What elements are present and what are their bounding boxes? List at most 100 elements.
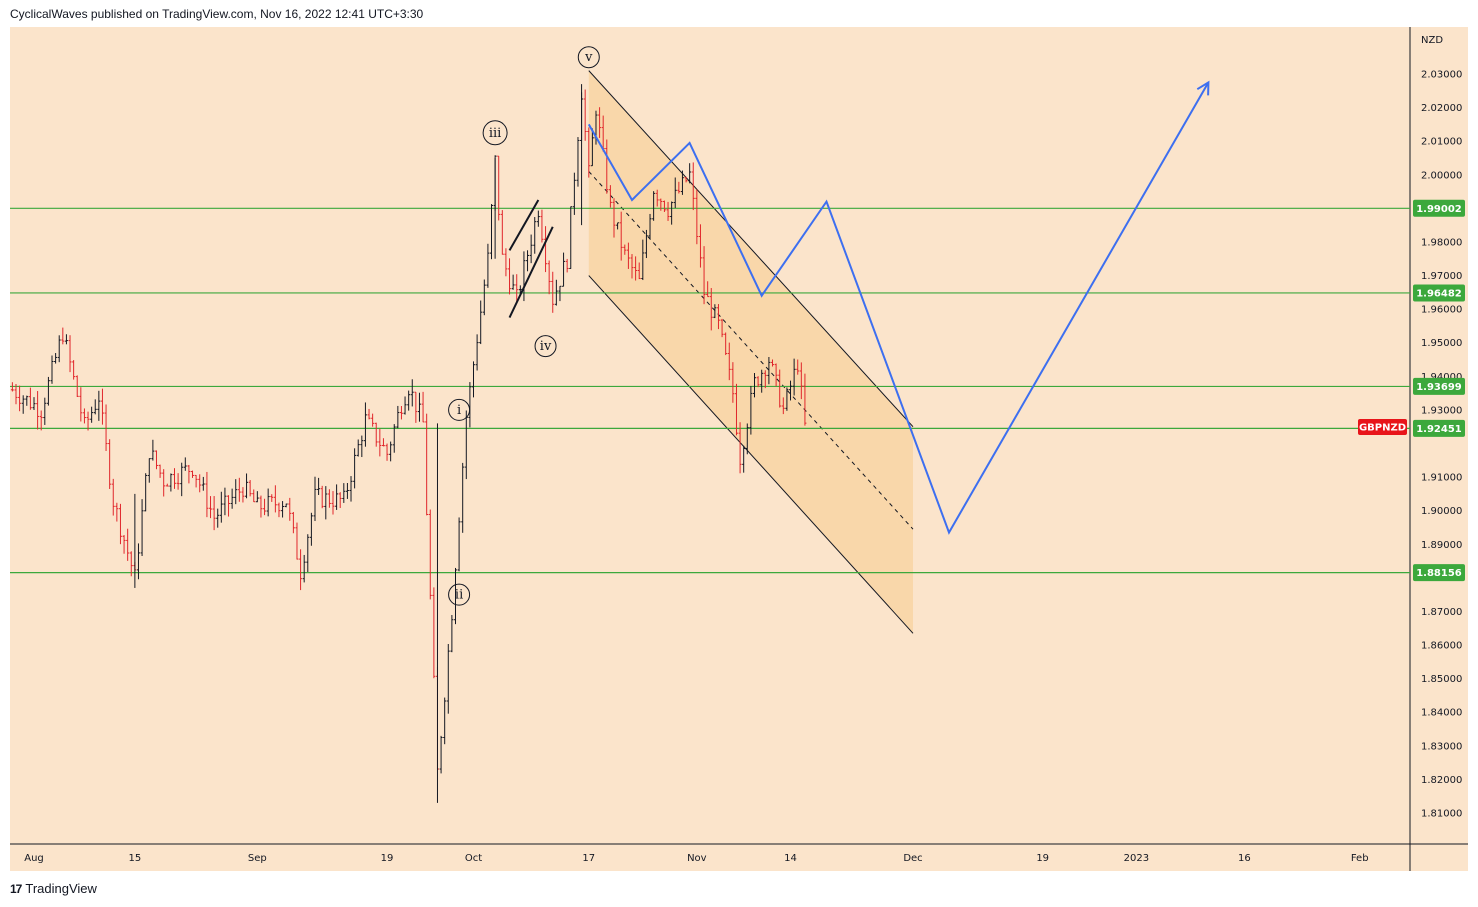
price-tick-label: 2.02000	[1421, 103, 1462, 114]
price-tick-label: 2.00000	[1421, 170, 1462, 181]
price-tick-label: 1.91000	[1421, 473, 1462, 484]
price-tick-label: 1.97000	[1421, 271, 1462, 282]
ohlc-bar	[259, 495, 263, 518]
ohlc-bar	[277, 502, 281, 518]
ohlc-bar	[118, 503, 122, 545]
price-channel	[588, 70, 914, 634]
ohlc-bar	[652, 191, 656, 221]
price-tick-label: 1.95000	[1421, 338, 1462, 349]
ohlc-bar	[616, 222, 620, 230]
ohlc-bar	[317, 477, 321, 495]
ohlc-bar	[670, 201, 674, 225]
ohlc-bar	[479, 300, 483, 345]
time-tick-label: 2023	[1124, 853, 1149, 864]
ohlc-bar	[562, 252, 566, 287]
ohlc-bar	[724, 332, 728, 356]
price-tick-label: 1.82000	[1421, 775, 1462, 786]
ohlc-bar	[126, 528, 130, 561]
ohlc-bar	[104, 404, 108, 452]
wave-label: iv	[540, 339, 552, 354]
ohlc-bar	[421, 391, 425, 423]
time-axis-area[interactable]	[10, 844, 1468, 871]
ohlc-bar	[385, 443, 389, 461]
ohlc-bar	[306, 534, 310, 573]
ohlc-bar	[497, 155, 501, 221]
ohlc-bar	[706, 281, 710, 298]
ohlc-bar	[500, 210, 504, 255]
ohlc-bar	[144, 473, 148, 512]
time-tick-label: Feb	[1351, 853, 1369, 864]
ohlc-bar	[767, 356, 771, 385]
ohlc-bar	[252, 489, 256, 503]
wave-label-circle	[534, 335, 557, 358]
ohlc-bar	[695, 189, 699, 245]
wave-label-circle	[448, 583, 471, 606]
ohlc-bar	[468, 382, 472, 428]
ohlc-bar	[255, 491, 259, 503]
price-tick-label: 1.85000	[1421, 674, 1462, 685]
ohlc-bar	[558, 285, 562, 302]
ohlc-bar	[659, 198, 663, 211]
ohlc-bar	[702, 246, 706, 305]
ohlc-bar	[443, 697, 447, 745]
price-tick-label: 1.89000	[1421, 540, 1462, 551]
ohlc-bar	[360, 435, 364, 458]
ohlc-bar	[389, 441, 393, 462]
ohlc-bar	[713, 304, 717, 319]
ohlc-bar	[50, 355, 54, 384]
ohlc-bar	[223, 487, 227, 516]
ohlc-bar	[349, 476, 353, 502]
ohlc-bar	[201, 476, 205, 491]
ohlc-bar	[64, 334, 68, 345]
ohlc-bar	[540, 209, 544, 243]
ohlc-bar	[216, 508, 220, 528]
ohlc-bar	[302, 554, 306, 583]
ohlc-bar	[612, 198, 616, 238]
wave-label: iii	[489, 126, 501, 141]
time-axis: Aug 15 Sep 19 Oct 17 Nov 14 Dec 19 2023 16 Feb	[24, 853, 1368, 864]
level-tag	[1413, 284, 1465, 302]
time-tick-label: Nov	[687, 853, 707, 864]
wave-label: v	[584, 50, 593, 65]
ohlc-bar	[263, 498, 267, 516]
ohlc-bar	[313, 476, 317, 522]
ohlc-bar	[381, 438, 385, 447]
plot-area[interactable]	[10, 27, 1410, 844]
time-tick-label: Dec	[903, 853, 922, 864]
ohlc-bar	[677, 181, 681, 194]
ohlc-bar	[742, 445, 746, 473]
ohlc-bar	[486, 243, 490, 288]
ohlc-bar	[760, 369, 764, 393]
wave-label-circle	[577, 46, 600, 69]
ohlc-bar	[396, 405, 400, 429]
ohlc-bar	[716, 304, 720, 330]
ohlc-bar	[626, 242, 630, 269]
wave-label: i	[457, 403, 461, 418]
ohlc-bar	[619, 211, 623, 261]
price-tick-label: 1.81000	[1421, 809, 1462, 820]
ohlc-bar	[457, 517, 461, 572]
ohlc-bar	[655, 189, 659, 207]
ohlc-bar	[356, 439, 360, 457]
ohlc-bar	[583, 89, 587, 141]
ohlc-bar	[248, 480, 252, 497]
ohlc-bar	[666, 201, 670, 221]
ohlc-bar	[172, 468, 176, 489]
ohlc-bar	[61, 327, 65, 345]
ohlc-bar	[90, 406, 94, 423]
ohlc-bar	[162, 469, 166, 497]
ohlc-bar	[57, 335, 61, 363]
ohlc-bar	[100, 388, 104, 425]
ohlc-bar	[374, 422, 378, 447]
ohlc-bar	[749, 385, 753, 435]
ohlc-bar	[194, 474, 198, 488]
ohlc-bar	[731, 362, 735, 403]
ohlc-bar	[529, 234, 533, 264]
ohlc-bar	[727, 342, 731, 381]
ohlc-bar	[399, 405, 403, 420]
ohlc-bar	[147, 458, 151, 483]
ohlc-bar	[82, 408, 86, 424]
ohlc-bar	[515, 274, 519, 303]
